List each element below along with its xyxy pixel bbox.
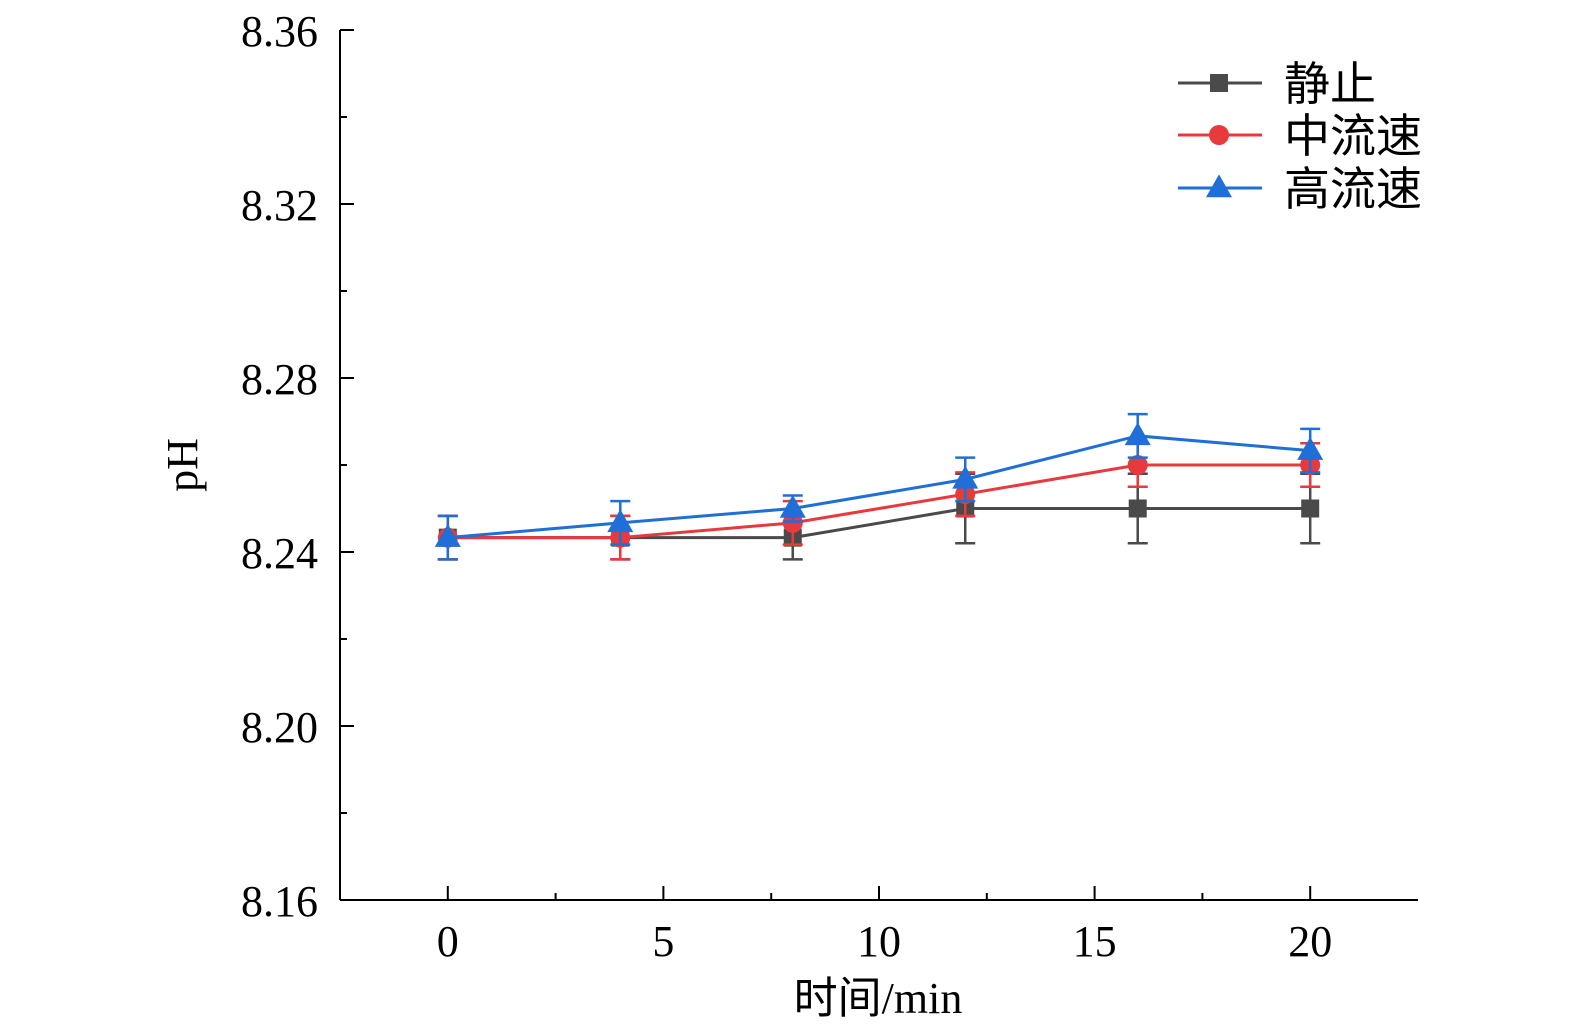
data-point <box>952 465 979 489</box>
legend-marker <box>1209 125 1229 145</box>
data-point <box>1297 437 1324 460</box>
series <box>434 412 1324 561</box>
y-tick-label: 8.32 <box>241 181 318 230</box>
y-tick-label: 8.28 <box>241 355 318 404</box>
x-tick-label: 10 <box>857 917 901 966</box>
legend-marker <box>1206 174 1232 198</box>
data-point <box>1301 499 1320 518</box>
data-point <box>1127 455 1148 475</box>
x-tick-label: 15 <box>1073 917 1117 966</box>
data-point <box>434 524 461 547</box>
series-circle <box>437 442 1321 561</box>
series-line <box>447 463 1311 540</box>
data-point <box>1128 499 1147 518</box>
series-square <box>437 472 1321 561</box>
data-point <box>1124 422 1151 446</box>
series-triangle <box>434 412 1324 561</box>
legend-label: 高流速 <box>1284 164 1422 215</box>
data-point <box>607 509 634 533</box>
y-tick-label: 8.36 <box>241 7 318 56</box>
data-point <box>779 494 806 518</box>
legend-label: 静止 <box>1284 59 1376 110</box>
series-line <box>447 507 1311 540</box>
x-axis-title: 时间/min <box>794 974 963 1023</box>
y-tick-label: 8.16 <box>241 877 318 926</box>
ticks: 0 5 10 15 20 8.16 8.20 8.24 8.28 8.32 8.36 <box>241 7 1332 966</box>
series-line <box>447 434 1311 540</box>
x-tick-label: 5 <box>652 917 674 966</box>
y-tick-label: 8.20 <box>241 703 318 752</box>
legend-label: 中流速 <box>1284 111 1422 162</box>
y-tick-label: 8.24 <box>241 529 318 578</box>
x-tick-label: 20 <box>1288 917 1332 966</box>
y-axis-title: pH <box>158 438 207 492</box>
legend-marker <box>1210 74 1228 92</box>
data-point <box>782 512 803 533</box>
x-tick-label: 0 <box>437 917 459 966</box>
